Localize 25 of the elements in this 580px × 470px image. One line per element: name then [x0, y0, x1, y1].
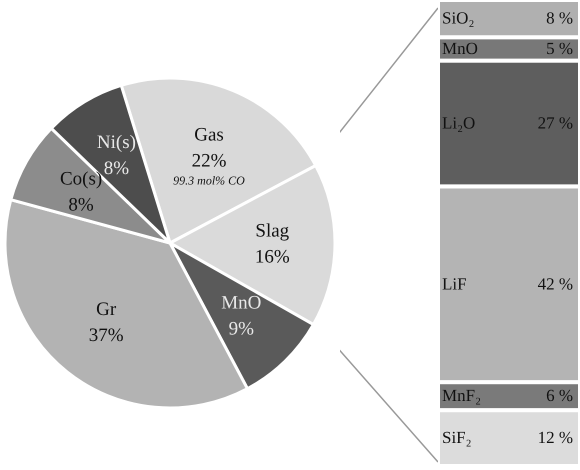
data-label: 8%: [68, 194, 94, 216]
series-label: SiO₂: [442, 8, 474, 28]
data-label: 5 %: [546, 38, 573, 58]
series-label: SiF₂: [442, 428, 472, 448]
slice-label: Ni(s): [96, 132, 136, 153]
slice-label: Gas: [194, 124, 224, 146]
series-label: MnF₂: [442, 386, 481, 406]
text: 99.3 mol% CO: [173, 173, 245, 188]
slice-label: Co(s): [60, 168, 102, 190]
series-label: LiF: [442, 274, 467, 294]
series-label: MnO: [442, 38, 478, 58]
data-label: 22%: [192, 150, 227, 172]
data-label: 42 %: [538, 274, 573, 294]
data-label: 16%: [254, 246, 290, 268]
data-label: 9%: [228, 318, 254, 340]
data-label: 12 %: [538, 428, 573, 448]
data-label: 27 %: [538, 113, 573, 132]
slice-label: Gr: [96, 298, 117, 320]
slice-label: MnO: [221, 292, 262, 314]
data-label: 8%: [104, 158, 130, 179]
data-label: 8 %: [546, 8, 573, 28]
data-label: 37%: [88, 324, 124, 346]
slice-label: Slag: [255, 220, 290, 242]
data-label: 6 %: [546, 386, 573, 406]
series-label: Li₂O: [442, 113, 476, 132]
